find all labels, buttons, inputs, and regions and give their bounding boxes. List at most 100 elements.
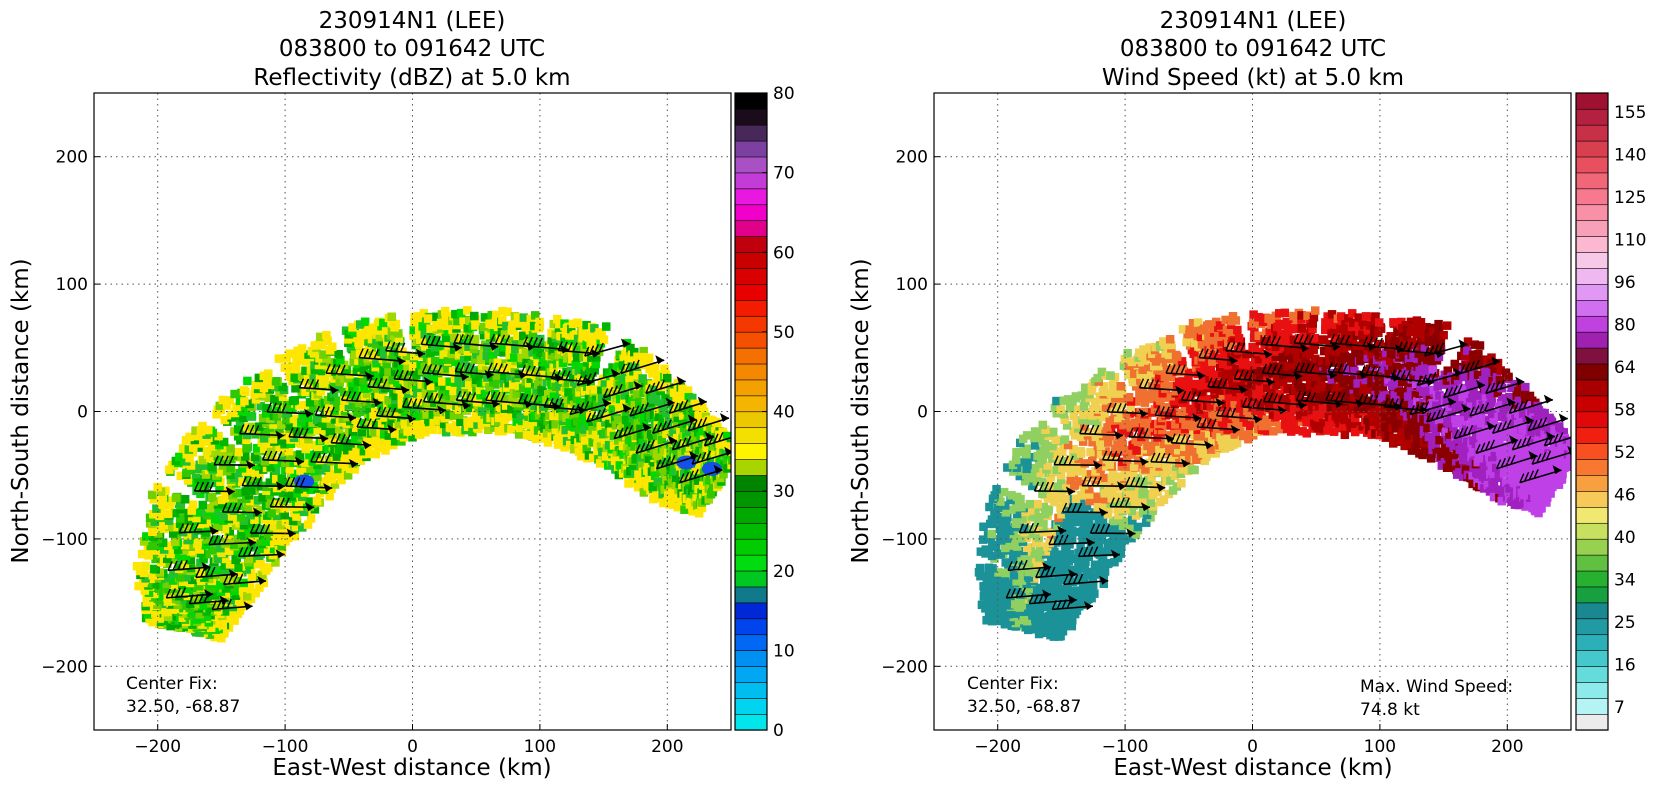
field-cell: [554, 350, 564, 360]
field-cell: [646, 429, 656, 439]
field-cell: [582, 320, 591, 330]
low-reflectivity-patch: [676, 455, 697, 470]
field-cell: [1147, 473, 1156, 482]
field-cell: [709, 443, 718, 452]
field-cell: [1122, 455, 1132, 464]
barb-feather: [661, 421, 667, 431]
field-cell: [207, 462, 216, 472]
field-cell: [535, 334, 545, 344]
field-cell: [1015, 471, 1025, 481]
field-cell: [1152, 459, 1162, 468]
field-cell: [413, 312, 422, 321]
field-cell: [423, 401, 433, 411]
field-cell: [534, 411, 544, 420]
field-cell: [1108, 469, 1118, 479]
field-cell: [408, 362, 418, 371]
field-cell: [1204, 330, 1214, 339]
field-cell: [692, 494, 701, 503]
field-cell: [1175, 377, 1184, 387]
field-cell: [1078, 437, 1088, 446]
field-cell: [508, 380, 518, 390]
barb-feather: [692, 419, 698, 430]
field-cell: [451, 427, 460, 437]
field-cell: [981, 545, 990, 554]
field-cell: [288, 404, 297, 414]
field-cell: [219, 574, 229, 583]
field-cell: [441, 333, 451, 343]
field-cell: [188, 500, 198, 509]
colorbar-segment: [734, 92, 768, 110]
field-cell: [1012, 509, 1022, 519]
field-cell: [328, 342, 337, 351]
field-cell: [1176, 469, 1186, 478]
field-cell: [213, 522, 223, 532]
field-cell: [1080, 486, 1089, 495]
field-cell: [232, 489, 241, 498]
field-cell: [397, 392, 406, 401]
field-cell: [639, 346, 648, 356]
field-cell: [608, 363, 617, 372]
field-cell: [1186, 404, 1195, 414]
field-cell: [431, 335, 441, 345]
barb-feather: [361, 418, 367, 428]
field-cell: [180, 541, 190, 550]
field-cell: [1025, 499, 1035, 509]
field-cell: [1064, 556, 1074, 566]
field-cell: [1007, 491, 1016, 500]
field-cell: [1005, 541, 1015, 550]
field-cell: [291, 522, 301, 531]
field-cell: [299, 507, 309, 517]
field-cell: [1133, 474, 1143, 483]
field-cell: [613, 415, 623, 425]
field-cell: [154, 522, 164, 531]
field-cell: [456, 387, 466, 396]
field-cell: [310, 505, 320, 514]
field-cell: [1116, 381, 1126, 391]
field-cell: [575, 382, 585, 392]
field-cell: [661, 470, 671, 479]
barb-feather: [629, 361, 635, 371]
reflectivity-panel: 230914N1 (LEE) 083800 to 091642 UTC Refl…: [8, 8, 795, 781]
field-cell: [628, 464, 638, 474]
field-cell: [1059, 440, 1068, 450]
field-cell: [297, 344, 307, 353]
field-cell: [354, 398, 364, 408]
field-cell: [1099, 573, 1109, 582]
field-cell: [1206, 445, 1216, 454]
field-cell: [1160, 379, 1169, 389]
field-cell: [602, 412, 611, 422]
field-cell: [653, 453, 663, 462]
field-cell: [1167, 381, 1176, 391]
field-cell: [705, 422, 715, 432]
field-cell: [1116, 516, 1125, 525]
barb-feather: [403, 370, 409, 380]
field-cell: [553, 398, 562, 407]
field-cell: [662, 410, 671, 419]
colorbar-segment: [734, 108, 768, 126]
field-cell: [1121, 496, 1131, 506]
field-cell: [219, 516, 228, 525]
field-cell: [526, 431, 535, 441]
field-cell: [654, 370, 664, 380]
field-cell: [1129, 487, 1138, 497]
field-cell: [309, 481, 318, 491]
field-cell: [1165, 446, 1174, 455]
field-cell: [265, 380, 275, 390]
barb-feather: [656, 422, 663, 433]
field-cell: [1167, 371, 1176, 381]
field-cell: [384, 431, 394, 440]
field-cell: [1166, 340, 1176, 350]
field-cell: [1048, 483, 1058, 493]
barb-feather: [303, 378, 310, 389]
field-cell: [208, 546, 217, 555]
field-cell: [135, 566, 145, 576]
field-cell: [638, 352, 648, 362]
barb-flag: [461, 400, 471, 410]
field-cell: [1002, 579, 1012, 588]
field-cell: [1114, 498, 1124, 507]
field-cell: [291, 384, 300, 393]
field-cell: [262, 511, 272, 520]
field-cell: [387, 418, 396, 427]
barb-flag: [406, 413, 416, 423]
field-cell: [1023, 554, 1032, 564]
